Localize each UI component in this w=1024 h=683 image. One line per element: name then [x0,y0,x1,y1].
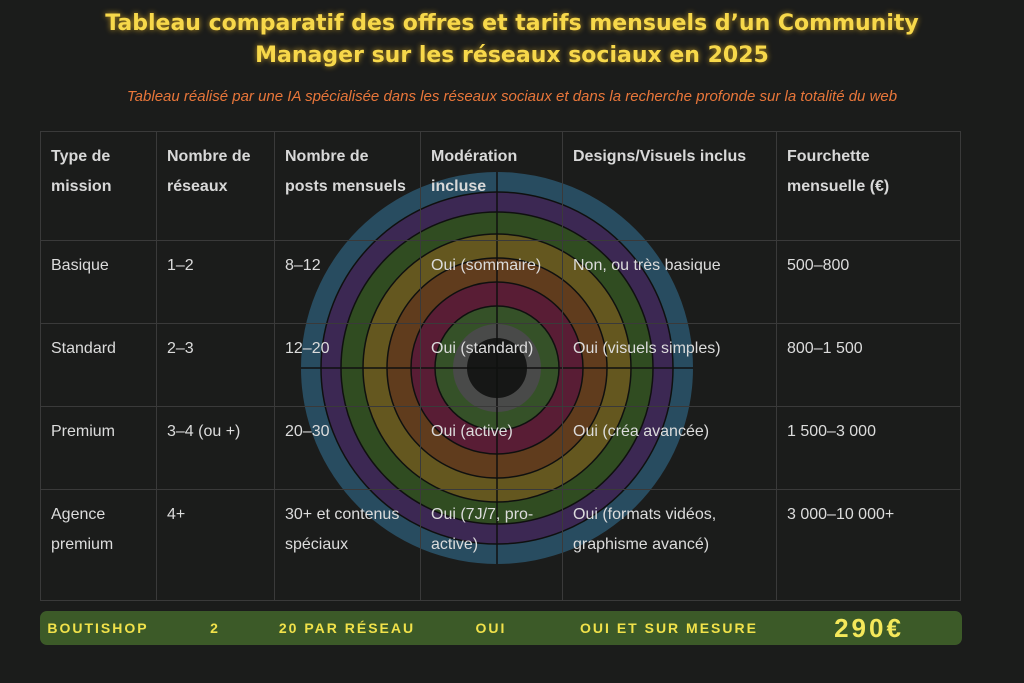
table-cell: Oui (visuels simples) [562,323,777,407]
column-header: Designs/Visuels inclus [562,131,777,241]
highlight-cell: OUI [475,620,507,636]
table-cell: 500–800 [776,240,961,324]
table-row: Basique 1–2 8–12 Oui (sommaire) Non, ou très… [40,240,961,324]
column-header: Type de mission [40,131,157,241]
table-cell: Oui (7J/7, pro-active) [420,489,563,601]
highlight-cell: OUI ET SUR MESURE [580,620,758,636]
column-header: Modération incluse [420,131,563,241]
column-header: Nombre de réseaux [156,131,275,241]
column-header: Nombre de posts mensuels [274,131,421,241]
table-cell: Agence premium [40,489,157,601]
table-cell: Oui (standard) [420,323,563,407]
subtitle: Tableau réalisé par une IA spécialisée d… [126,88,898,105]
header-row: Type de mission Nombre de réseaux Nombre d… [40,131,961,241]
table-row: Standard 2–3 12–20 Oui (standard) Oui (visue… [40,323,961,407]
table-cell: Oui (formats vidéos, graphisme avancé) [562,489,777,601]
table-cell: Basique [40,240,157,324]
comparison-table: Type de mission Nombre de réseaux Nombre d… [40,131,961,601]
highlight-cell: 290€ [834,612,904,643]
highlight-cell: 2 [210,620,220,636]
table-cell: 4+ [156,489,275,601]
table-cell: 1–2 [156,240,275,324]
highlight-cell: BOUTISHOP [47,620,149,636]
highlight-cell: 20 PAR RÉSEAU [278,620,416,636]
table-cell: 20–30 [274,406,421,490]
table-cell: 12–20 [274,323,421,407]
table-cell: 3 000–10 000+ [776,489,961,601]
table-cell: 2–3 [156,323,275,407]
table-row: Premium 3–4 (ou +) 20–30 Oui (active) Oui (c… [40,406,961,490]
column-header: Fourchette mensuelle (€) [776,131,961,241]
table-cell: 8–12 [274,240,421,324]
table-row: Agence premium 4+ 30+ et contenus spéciaux… [40,489,961,601]
table-cell: 3–4 (ou +) [156,406,275,490]
table-cell: 800–1 500 [776,323,961,407]
table-cell: Oui (active) [420,406,563,490]
highlight-row: BOUTISHOP 2 20 PAR RÉSEAU OUI OUI ET SUR MES… [40,611,962,645]
table-cell: Oui (sommaire) [420,240,563,324]
title: Tableau comparatif des offres et tarifs … [105,11,919,68]
table-cell: Non, ou très basique [562,240,777,324]
table-cell: Standard [40,323,157,407]
table-cell: Premium [40,406,157,490]
table-cell: 1 500–3 000 [776,406,961,490]
table-cell: Oui (créa avancée) [562,406,777,490]
table-cell: 30+ et contenus spéciaux [274,489,421,601]
